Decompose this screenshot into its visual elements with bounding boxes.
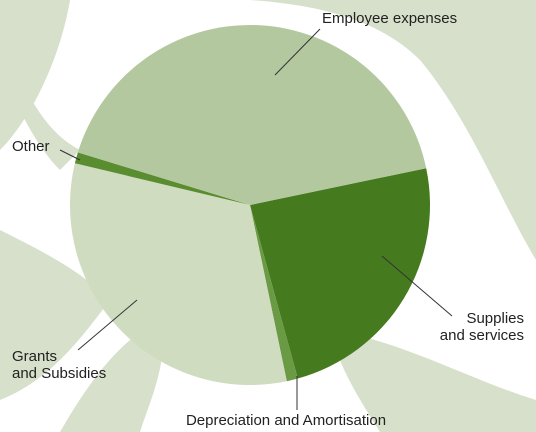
slice-label: Depreciation and Amortisation xyxy=(185,412,387,429)
leader-line xyxy=(59,149,81,161)
slice-label: Grants and Subsidies xyxy=(12,348,107,382)
pie-slice xyxy=(250,205,298,382)
pie-slice xyxy=(74,152,250,205)
pie-slice xyxy=(77,24,427,205)
leader-line xyxy=(274,28,321,76)
slice-label: Other xyxy=(12,138,50,155)
leader-line xyxy=(381,255,453,317)
slice-label: Employee expenses xyxy=(322,10,458,27)
leader-line xyxy=(77,299,138,351)
pie-slice xyxy=(69,163,287,386)
pie-slice xyxy=(250,168,431,379)
leader-lines xyxy=(59,28,453,410)
slice-label: Supplies and services xyxy=(439,310,524,344)
